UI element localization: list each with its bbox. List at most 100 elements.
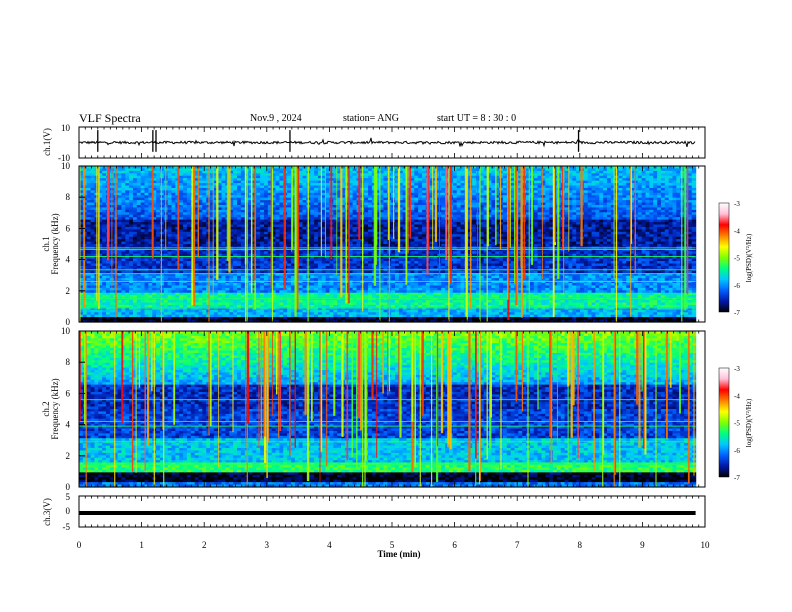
spectrogram-cell <box>217 166 223 170</box>
spectrogram-cell <box>210 190 215 194</box>
spectrogram-cell <box>595 178 600 182</box>
spectrogram-cell <box>410 185 415 189</box>
spectrogram-cell <box>159 166 165 170</box>
spectrogram-cell <box>179 187 184 191</box>
spectrogram-cell <box>526 166 531 170</box>
spectrogram-cell <box>591 180 597 184</box>
spectrogram-cell <box>271 183 277 187</box>
spectrogram-cell <box>375 180 381 184</box>
spectrogram-cell <box>352 175 358 179</box>
spectrogram-cell <box>179 168 184 172</box>
spectrogram-cell <box>344 170 350 174</box>
spectrogram-cell <box>410 178 415 182</box>
spectrogram-cell <box>121 180 126 184</box>
spectrogram-cell <box>684 190 689 194</box>
spectrogram-cell <box>210 173 215 177</box>
spectrogram-cell <box>630 190 635 194</box>
spectrogram-cell <box>186 168 192 172</box>
spectrogram-cell <box>483 178 489 182</box>
spectrogram-cell <box>344 190 350 194</box>
spectrogram-cell <box>148 180 153 184</box>
spectrogram-cell <box>491 185 496 189</box>
spectrogram-cell <box>352 173 358 177</box>
spectrogram-cell <box>537 180 543 184</box>
spectrogram-cell <box>156 178 161 182</box>
spectrogram-cell <box>333 178 338 182</box>
spectrogram-cell <box>479 180 485 184</box>
spectrogram-cell <box>402 178 408 182</box>
spectrogram-cell <box>325 183 331 187</box>
spectrogram-cell <box>687 178 693 182</box>
spectrogram-cell <box>502 192 508 196</box>
spectrogram-cell <box>499 183 504 187</box>
spectrogram-cell <box>267 173 273 177</box>
spectrogram-cell <box>479 166 485 170</box>
spectrogram-cell <box>653 178 658 182</box>
spectrogram-cell <box>121 185 126 189</box>
spectrogram-cell <box>213 173 219 177</box>
spectrogram-cell <box>260 183 265 187</box>
spectrogram-cell <box>129 170 134 174</box>
spectrogram-cell <box>626 175 631 179</box>
spectrogram-cell <box>375 187 381 191</box>
spectrogram-cell <box>456 185 462 189</box>
spectrogram-cell <box>429 173 435 177</box>
spectrogram-cell <box>499 192 504 196</box>
spectrogram-cell <box>622 183 627 187</box>
spectrogram-cell <box>321 180 327 184</box>
spectrogram-cell <box>198 185 203 189</box>
spectrogram-cell <box>452 175 458 179</box>
spectrogram-cell <box>298 183 304 187</box>
spectrogram-cell <box>152 190 157 194</box>
spectrogram-cell <box>395 183 400 187</box>
spectrogram-cell <box>364 185 369 189</box>
spectrogram-cell <box>664 168 670 172</box>
spectrogram-cell <box>321 170 327 174</box>
spectrogram-cell <box>221 190 227 194</box>
spectrogram-cell <box>641 183 647 187</box>
spectrogram-cell <box>622 192 627 196</box>
spectrogram-cell <box>210 185 215 189</box>
spectrogram-cell <box>495 187 500 191</box>
spectrogram-cell <box>479 173 485 177</box>
spectrogram-cell <box>637 185 643 189</box>
spectrogram-cell <box>183 183 188 187</box>
spectrogram-cell <box>98 180 103 184</box>
spectrogram-cell <box>287 178 292 182</box>
spectrogram-cell <box>583 180 589 184</box>
spectrogram-cell <box>680 175 685 179</box>
spectrogram-cell <box>418 185 423 189</box>
spectrogram-cell <box>533 183 539 187</box>
spectrogram-cell <box>121 168 126 172</box>
spectrogram-cell <box>383 173 388 177</box>
spectrogram-cell <box>344 180 350 184</box>
spectrogram-cell <box>595 187 600 191</box>
spectrogram-cell <box>483 185 489 189</box>
spectrogram-cell <box>595 168 600 172</box>
spectrogram-cell <box>275 178 280 182</box>
spectrogram-cell <box>460 192 465 196</box>
spectrogram-cell <box>167 166 173 170</box>
spectrogram-cell <box>599 170 604 174</box>
spectrogram-cell <box>125 175 130 179</box>
spectrogram-cell <box>637 187 643 191</box>
spectrogram-cell <box>603 183 608 187</box>
spectrogram-cell <box>460 190 465 194</box>
spectrogram-cell <box>441 192 446 196</box>
spectrogram-cell <box>606 192 612 196</box>
spectrogram-cell <box>660 183 666 187</box>
spectrogram-cell <box>398 178 404 182</box>
spectrogram-cell <box>545 175 550 179</box>
spectrogram-cell <box>441 187 446 191</box>
spectrogram-cell <box>132 183 138 187</box>
spectrogram-cell <box>186 183 192 187</box>
spectrogram-cell <box>321 178 327 182</box>
spectrogram-cell <box>668 166 674 170</box>
spectrogram-cell <box>633 183 639 187</box>
spectrogram-cell <box>576 170 581 174</box>
spectrogram-cell <box>179 175 184 179</box>
spectrogram-cell <box>684 168 689 172</box>
spectrogram-cell <box>156 170 161 174</box>
spectrogram-cell <box>668 175 674 179</box>
spectrogram-cell <box>121 175 126 179</box>
